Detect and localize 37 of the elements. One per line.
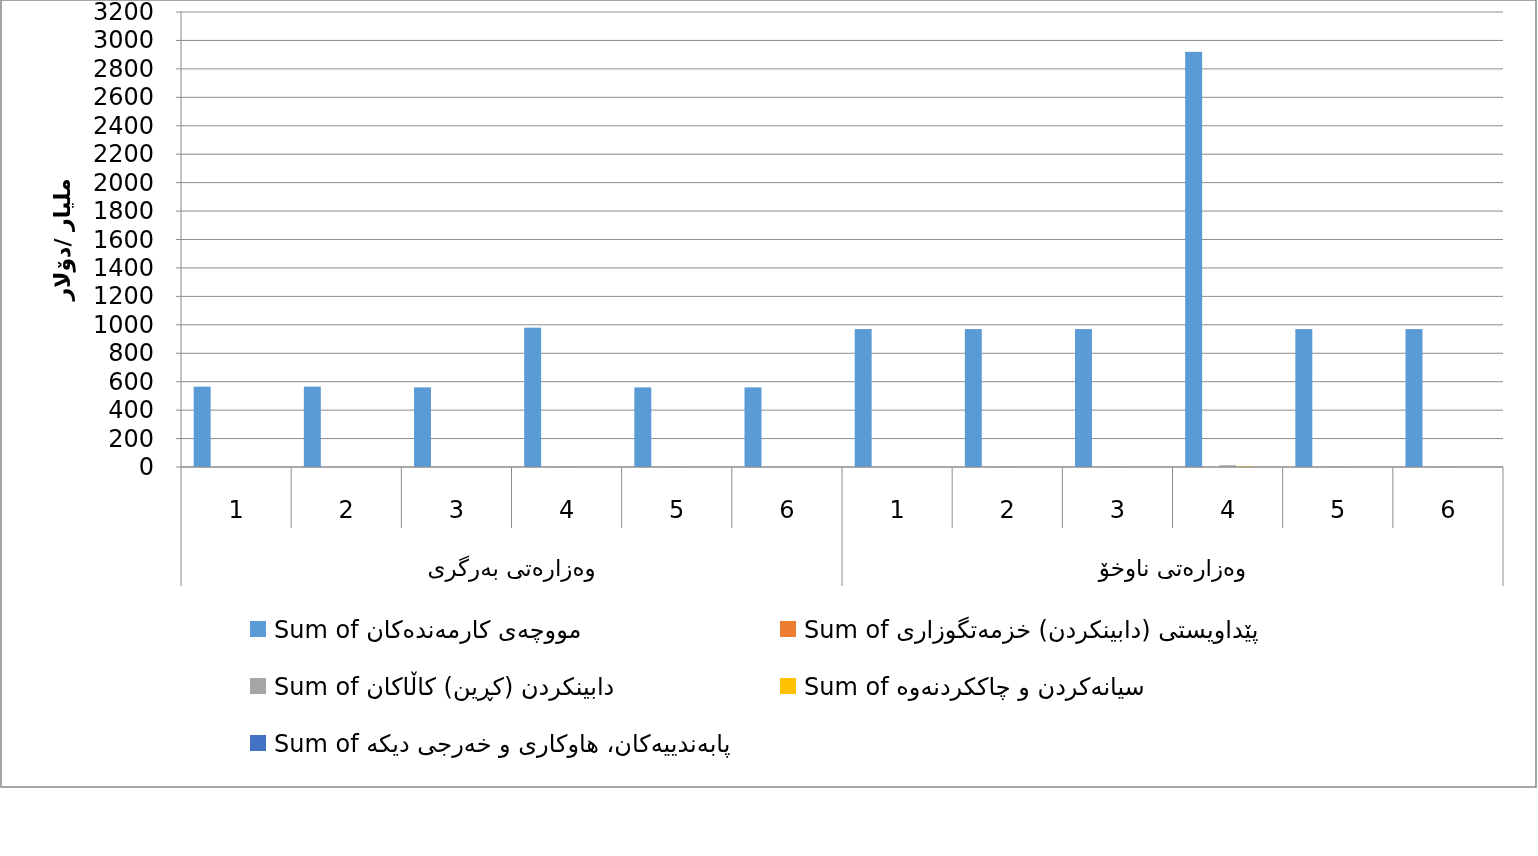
legend-label: Sum of پێداویستی (دابینکردن) خزمەتگوزاری [804,616,1259,644]
legend-label: Sum of سیانەکردن و چاککردنەوە [804,673,1145,701]
x-tick-label: 5 [1330,496,1346,524]
y-tick-label: 2400 [92,111,154,140]
x-tick-label: 4 [558,496,575,524]
legend-label: Sum of دابینکردن (کڕین) کاڵاکان [274,671,615,701]
text: وەزارەتی بەرگری [427,555,596,582]
x-tick-label: 2 [999,496,1015,524]
y-tick-label: 3200 [92,0,154,26]
x-tick-label: 3 [448,496,465,524]
y-tick-label: 800 [108,339,154,368]
y-tick-label: 2800 [92,54,154,83]
x-tick-label: 6 [779,496,795,524]
y-tick-label: 2600 [92,83,154,112]
legend-label: Sum of پابەندییەکان، هاوکاری و خەرجی دیکە [274,730,731,758]
x-tick-label: 2 [338,496,354,524]
y-tick-label: 2000 [92,168,154,197]
x-tick-label: 1 [889,496,905,524]
legend-label: Sum of مووچەی کارمەندەکان [274,616,582,644]
x-tick-label: 5 [669,496,685,524]
y-tick-label: 1400 [92,253,154,282]
y-tick-label: 1000 [92,310,154,339]
y-tick-label: 2200 [92,140,154,169]
y-tick-label: 1600 [92,225,154,254]
x-tick-label: 1 [228,496,244,524]
x-tick-label: 4 [1219,496,1236,524]
y-tick-label: 3000 [92,26,154,55]
y-axis-title: ملیار /دۆلار [50,178,76,302]
y-tick-label: 1200 [92,282,154,311]
y-tick-label: 400 [108,396,154,425]
y-tick-label: 600 [108,367,154,396]
y-tick-label: 1800 [92,197,154,226]
text: وەزارەتی ناوخۆ [1097,555,1247,582]
x-tick-label: 3 [1109,496,1126,524]
y-tick-label: 0 [138,453,154,481]
x-tick-label: 6 [1440,496,1456,524]
y-tick-label: 200 [108,424,154,453]
